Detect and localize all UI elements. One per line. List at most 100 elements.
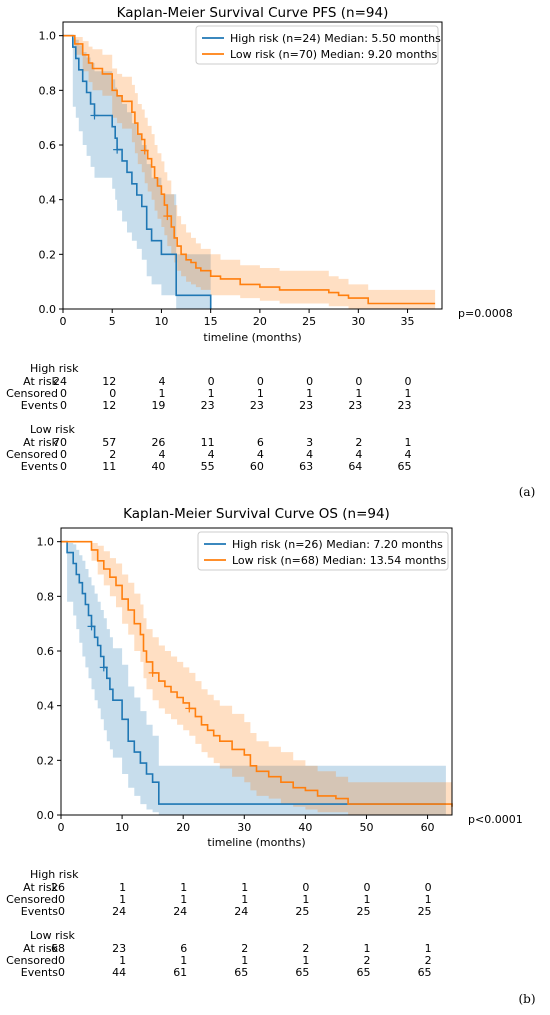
risk-cell: 2 bbox=[241, 942, 248, 955]
confidence-band-low-risk bbox=[61, 541, 452, 815]
risk-group-title: High risk bbox=[30, 362, 79, 375]
risk-row-label: Censored bbox=[6, 448, 58, 461]
legend-entry: Low risk (n=68) Median: 13.54 months bbox=[232, 554, 447, 567]
risk-cell: 4 bbox=[405, 448, 412, 461]
risk-cell: 63 bbox=[299, 460, 313, 473]
risk-row-label: At risk bbox=[23, 375, 58, 388]
risk-cell: 0 bbox=[109, 387, 116, 400]
risk-cell: 1 bbox=[119, 881, 126, 894]
risk-row-label: Censored bbox=[6, 387, 58, 400]
legend-entry: High risk (n=24) Median: 5.50 months bbox=[230, 32, 441, 45]
y-tick-label: 0.6 bbox=[37, 645, 55, 658]
risk-cell: 23 bbox=[112, 942, 126, 955]
risk-cell: 0 bbox=[58, 893, 65, 906]
risk-cell: 12 bbox=[102, 399, 116, 412]
risk-cell: 1 bbox=[241, 893, 248, 906]
y-tick-label: 0.4 bbox=[37, 700, 55, 713]
plot-frame bbox=[62, 21, 443, 310]
chart-pfs: Kaplan-Meier Survival Curve PFS (n=94) 0.… bbox=[6, 5, 535, 499]
risk-cell: 0 bbox=[306, 375, 313, 388]
risk-cell: 11 bbox=[102, 460, 116, 473]
risk-cell: 11 bbox=[201, 436, 215, 449]
x-tick-label: 35 bbox=[401, 315, 415, 328]
risk-row-label: At risk bbox=[23, 942, 58, 955]
risk-row-label: Censored bbox=[6, 954, 58, 967]
risk-cell: 65 bbox=[398, 460, 412, 473]
risk-cell: 4 bbox=[306, 448, 313, 461]
confidence-band-high-risk bbox=[61, 541, 446, 815]
risk-cell: 0 bbox=[257, 375, 264, 388]
risk-cell: 1 bbox=[355, 387, 362, 400]
y-tick-label: 0.8 bbox=[37, 590, 55, 603]
confidence-band-low-risk bbox=[63, 35, 436, 309]
x-tick-label: 10 bbox=[154, 315, 168, 328]
risk-cell: 0 bbox=[425, 881, 432, 894]
x-tick-label: 0 bbox=[58, 821, 65, 834]
risk-group-title: Low risk bbox=[30, 423, 75, 436]
risk-row-label: Censored bbox=[6, 893, 58, 906]
risk-group-title: High risk bbox=[30, 868, 79, 881]
y-tick-label: 0.0 bbox=[39, 303, 57, 316]
legend-entry: High risk (n=26) Median: 7.20 months bbox=[232, 538, 443, 551]
legend-box bbox=[197, 531, 449, 571]
risk-cell: 1 bbox=[257, 387, 264, 400]
risk-cell: 3 bbox=[306, 436, 313, 449]
survival-line-low-risk bbox=[63, 34, 436, 305]
risk-cell: 26 bbox=[51, 881, 65, 894]
risk-cell: 1 bbox=[241, 954, 248, 967]
x-tick-label: 25 bbox=[302, 315, 316, 328]
risk-cell: 1 bbox=[363, 893, 370, 906]
risk-cell: 1 bbox=[425, 942, 432, 955]
risk-cell: 1 bbox=[405, 436, 412, 449]
risk-cell: 1 bbox=[180, 881, 187, 894]
y-tick-label: 1.0 bbox=[39, 30, 57, 43]
risk-cell: 4 bbox=[158, 375, 165, 388]
risk-cell: 0 bbox=[302, 881, 309, 894]
p-value: p<0.0001 bbox=[468, 813, 523, 826]
risk-cell: 1 bbox=[306, 387, 313, 400]
x-tick-label: 60 bbox=[421, 821, 435, 834]
risk-group-title: Low risk bbox=[30, 929, 75, 942]
risk-cell: 1 bbox=[302, 893, 309, 906]
chart-title: Kaplan-Meier Survival Curve OS (n=94) bbox=[123, 506, 390, 522]
risk-cell: 2 bbox=[109, 448, 116, 461]
y-tick-label: 0.2 bbox=[37, 754, 55, 767]
risk-cell: 2 bbox=[355, 436, 362, 449]
risk-cell: 23 bbox=[201, 399, 215, 412]
risk-cell: 1 bbox=[180, 954, 187, 967]
risk-row-label: Events bbox=[21, 905, 59, 918]
risk-cell: 12 bbox=[102, 375, 116, 388]
risk-cell: 23 bbox=[348, 399, 362, 412]
risk-cell: 4 bbox=[208, 448, 215, 461]
x-tick-label: 40 bbox=[298, 821, 312, 834]
risk-cell: 1 bbox=[180, 893, 187, 906]
y-tick-label: 0.6 bbox=[39, 139, 57, 152]
chart-title: Kaplan-Meier Survival Curve PFS (n=94) bbox=[117, 5, 389, 21]
risk-cell: 0 bbox=[405, 375, 412, 388]
risk-cell: 25 bbox=[295, 905, 309, 918]
x-tick-label: 20 bbox=[253, 315, 267, 328]
x-tick-label: 20 bbox=[176, 821, 190, 834]
risk-cell: 24 bbox=[234, 905, 248, 918]
x-tick-label: 0 bbox=[60, 315, 67, 328]
legend-box bbox=[195, 25, 439, 65]
risk-cell: 25 bbox=[418, 905, 432, 918]
risk-cell: 2 bbox=[363, 954, 370, 967]
x-tick-label: 10 bbox=[115, 821, 129, 834]
x-tick-label: 30 bbox=[237, 821, 251, 834]
risk-cell: 24 bbox=[173, 905, 187, 918]
risk-cell: 0 bbox=[58, 954, 65, 967]
risk-cell: 0 bbox=[60, 387, 67, 400]
risk-cell: 1 bbox=[241, 881, 248, 894]
risk-cell: 70 bbox=[53, 436, 67, 449]
risk-cell: 64 bbox=[348, 460, 362, 473]
y-tick-label: 1.0 bbox=[37, 536, 55, 549]
survival-line-high-risk bbox=[63, 34, 212, 309]
risk-cell: 6 bbox=[180, 942, 187, 955]
risk-cell: 1 bbox=[208, 387, 215, 400]
risk-cell: 26 bbox=[151, 436, 165, 449]
risk-cell: 25 bbox=[356, 905, 370, 918]
y-tick-label: 0.8 bbox=[39, 84, 57, 97]
risk-cell: 1 bbox=[425, 893, 432, 906]
risk-cell: 1 bbox=[363, 942, 370, 955]
